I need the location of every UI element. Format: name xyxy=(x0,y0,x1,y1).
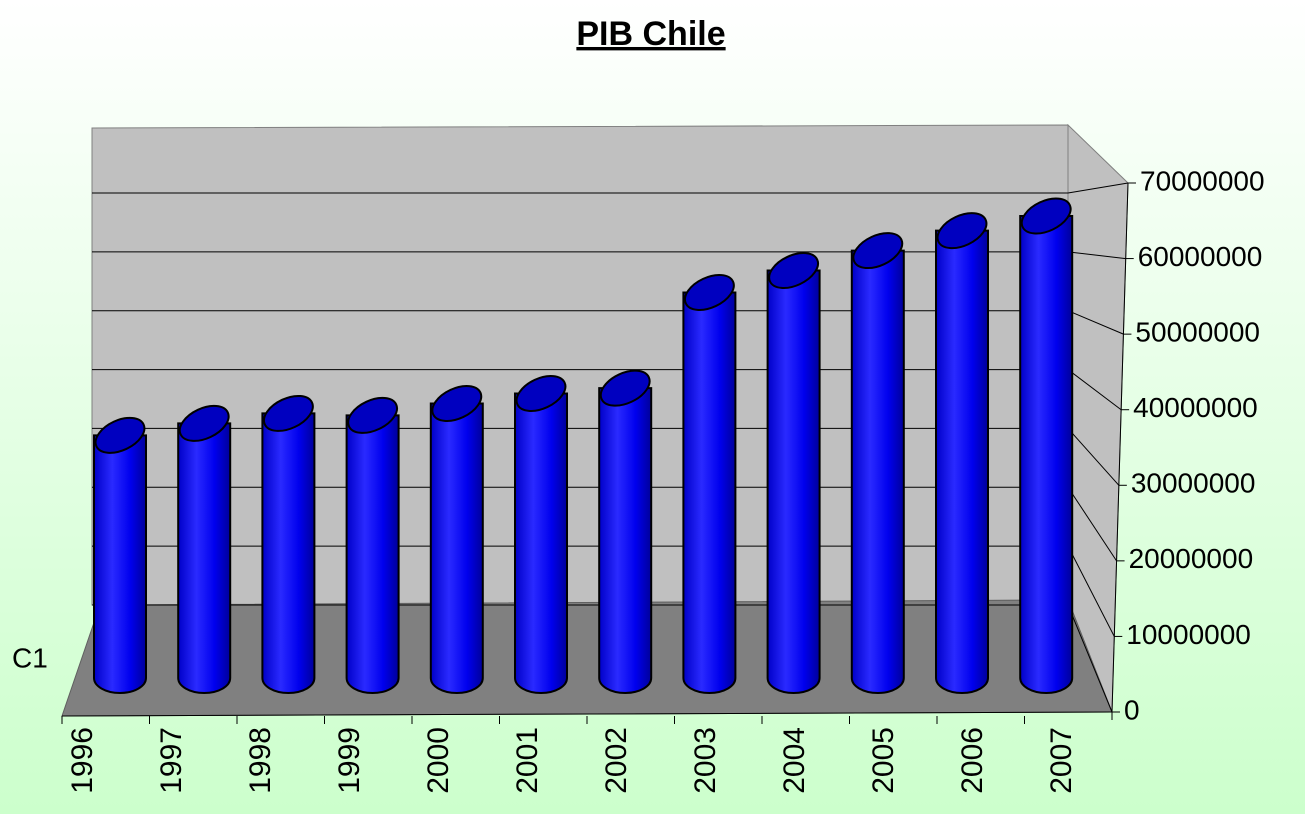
y-tick-label: 20000000 xyxy=(1129,543,1254,574)
x-tick-label: 2003 xyxy=(689,727,722,794)
bar xyxy=(429,402,484,694)
bar-cap xyxy=(178,404,230,442)
x-tick-label: 2002 xyxy=(600,727,633,794)
x-tick-label: 2004 xyxy=(778,727,811,794)
x-tick-label: 2005 xyxy=(867,727,900,794)
y-axis xyxy=(1111,182,1129,713)
bar-cap xyxy=(1020,197,1072,235)
bar xyxy=(1019,215,1074,694)
series-label: C1 xyxy=(12,642,48,673)
y-tick-label: 40000000 xyxy=(1133,392,1258,423)
bar-cap xyxy=(431,384,483,422)
x-tick-label: 1997 xyxy=(155,727,188,794)
bar xyxy=(261,412,316,694)
bar-cap xyxy=(768,252,820,289)
x-axis xyxy=(61,711,1113,717)
bar xyxy=(514,392,568,694)
bar xyxy=(766,269,821,694)
bar xyxy=(93,434,147,694)
grid-line xyxy=(1067,369,1122,411)
back-wall xyxy=(91,124,1069,606)
x-tick-label: 1998 xyxy=(244,727,277,794)
bar-cap xyxy=(262,394,314,432)
x-tick-label: 1999 xyxy=(333,727,366,794)
bar-cap xyxy=(94,416,146,454)
x-tick-label: 2006 xyxy=(956,727,989,794)
x-tick-label: 1996 xyxy=(66,727,99,794)
bar-cap xyxy=(347,396,399,434)
grid-line xyxy=(1067,545,1115,637)
y-tick-label: 70000000 xyxy=(1140,165,1265,196)
grid-line xyxy=(1067,182,1129,194)
x-tick-label: 2007 xyxy=(1045,727,1078,794)
bar xyxy=(345,414,400,694)
bar xyxy=(598,387,653,694)
x-tick-label: 2001 xyxy=(511,727,544,794)
y-tick-label: 60000000 xyxy=(1138,241,1263,272)
grid-line xyxy=(1067,251,1126,260)
y-tick-label: 30000000 xyxy=(1131,468,1256,499)
bar-cap xyxy=(852,232,904,270)
bar xyxy=(850,249,905,694)
y-tick-label: 50000000 xyxy=(1135,317,1260,348)
grid-line xyxy=(1067,428,1120,486)
grid-line xyxy=(1067,487,1117,562)
bar-cap xyxy=(515,375,567,412)
x-tick-label: 2000 xyxy=(422,727,455,794)
bar-cap xyxy=(599,369,651,407)
grid-line xyxy=(1067,310,1124,335)
bar-cap xyxy=(683,273,735,311)
y-tick-label: 10000000 xyxy=(1126,619,1251,650)
bar xyxy=(682,291,737,694)
chart-title: PIB Chile xyxy=(576,15,725,53)
bar-cap xyxy=(936,212,988,250)
grid-line xyxy=(1067,604,1113,713)
bar xyxy=(177,422,232,694)
bar xyxy=(935,229,989,694)
y-tick-label: 0 xyxy=(1124,694,1140,725)
